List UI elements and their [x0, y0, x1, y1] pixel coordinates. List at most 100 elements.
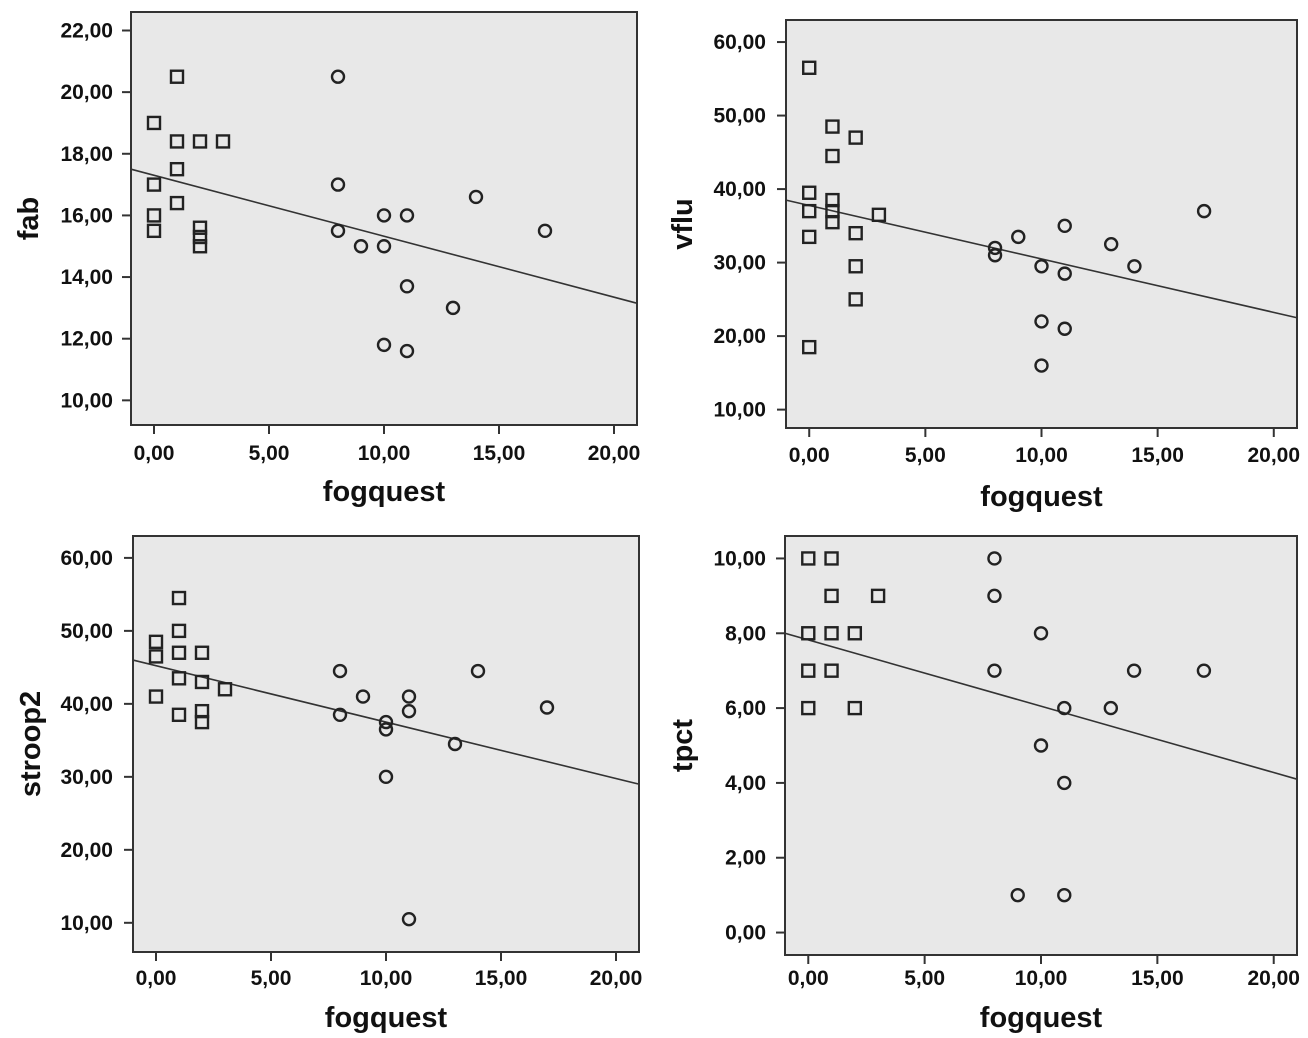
data-point-circle: [537, 223, 553, 239]
x-tick-label: 0,00: [136, 967, 177, 990]
data-point-circle: [1033, 626, 1049, 641]
data-point-square: [801, 663, 816, 678]
data-point-square: [824, 663, 839, 678]
y-tick-label: 2,00: [725, 847, 766, 870]
y-tick-label: 8,00: [725, 622, 766, 645]
data-point-square: [848, 292, 863, 307]
data-point-square: [194, 645, 210, 660]
y-axis-title: tpct: [667, 719, 699, 773]
x-tick-label: 0,00: [134, 442, 175, 465]
x-tick-label: 20,00: [588, 442, 641, 465]
y-tick-label: 4,00: [725, 772, 766, 795]
data-point-circle: [399, 208, 415, 223]
x-axis-title: fogquest: [980, 1002, 1103, 1034]
regression-line: [132, 659, 640, 785]
data-point-square: [192, 229, 208, 245]
data-point-square: [825, 148, 840, 164]
y-tick-label: 60,00: [713, 31, 766, 54]
data-point-square: [171, 707, 187, 723]
data-point-circle: [1011, 229, 1026, 245]
data-point-circle: [330, 69, 346, 84]
data-point-square: [192, 134, 208, 149]
data-point-circle: [353, 239, 369, 254]
x-tick-label: 10,00: [360, 967, 413, 990]
y-tick-label: 10,00: [60, 389, 113, 412]
data-point-square: [825, 119, 840, 134]
x-tick-label: 10,00: [1015, 444, 1068, 467]
data-point-square: [801, 626, 816, 641]
data-point-circle: [332, 663, 348, 679]
data-point-square: [848, 225, 863, 241]
data-point-circle: [539, 700, 555, 715]
y-tick-label: 50,00: [60, 620, 113, 643]
data-point-circle: [332, 707, 348, 723]
y-tick-label: 30,00: [713, 252, 766, 275]
data-point-circle: [447, 736, 463, 752]
data-point-circle: [987, 551, 1002, 566]
y-tick-label: 18,00: [60, 143, 113, 166]
data-point-circle: [401, 911, 417, 927]
data-point-square: [825, 214, 840, 230]
data-point-circle: [987, 240, 1003, 256]
data-point-circle: [1057, 887, 1072, 903]
data-point-square: [148, 689, 164, 704]
data-point-square: [171, 623, 187, 639]
scatter-panel-tpct: 0,00 2,00 4,00 6,00 8,00 10,00 0,00 5,00 10,00 15…: [667, 535, 1300, 1034]
y-tick-label: 14,00: [60, 266, 113, 289]
data-point-circle: [1196, 203, 1212, 219]
data-point-circle: [355, 689, 371, 704]
data-point-square: [848, 130, 863, 145]
data-point-circle: [399, 343, 415, 359]
data-point-circle: [1057, 218, 1072, 234]
data-point-circle: [1196, 663, 1212, 678]
data-point-square: [146, 223, 162, 239]
data-point-square: [801, 551, 816, 566]
x-tick-label: 15,00: [1131, 967, 1184, 990]
data-point-circle: [1034, 314, 1049, 329]
x-tick-label: 20,00: [590, 967, 643, 990]
data-point-circle: [401, 689, 417, 704]
x-tick-label: 5,00: [249, 442, 290, 465]
x-axis-title: fogquest: [980, 481, 1103, 513]
data-point-square: [801, 700, 816, 716]
data-point-circle: [401, 703, 417, 719]
data-point-square: [802, 185, 817, 200]
x-tick-label: 15,00: [475, 967, 528, 990]
x-tick-label: 10,00: [358, 442, 411, 465]
data-point-circle: [1057, 700, 1072, 716]
y-tick-label: 10,00: [60, 912, 113, 935]
data-point-circle: [1057, 775, 1072, 791]
data-point-square: [169, 195, 185, 211]
data-point-circle: [987, 248, 1003, 263]
data-point-square: [146, 177, 162, 192]
data-point-circle: [1126, 663, 1142, 678]
x-tick-label: 5,00: [904, 967, 945, 990]
data-point-square: [802, 203, 817, 219]
data-point-square: [192, 220, 208, 235]
data-point-circle: [1034, 358, 1049, 373]
data-point-square: [192, 239, 208, 254]
scatter-panel-vflu: 10,00 20,00 30,00 40,00 50,00 60,00 0,00 5,00 10…: [667, 19, 1300, 513]
data-point-circle: [987, 663, 1002, 678]
y-tick-label: 20,00: [60, 839, 113, 862]
data-point-circle: [399, 279, 415, 294]
y-axis-title: fab: [13, 197, 45, 241]
data-point-circle: [1127, 259, 1142, 274]
data-point-circle: [1103, 700, 1119, 716]
y-axis-title: stroop2: [15, 691, 47, 797]
regression-line: [784, 632, 1298, 780]
data-point-square: [171, 590, 187, 606]
data-point-square: [824, 551, 839, 566]
data-point-square: [194, 714, 210, 730]
data-point-square: [194, 674, 210, 690]
data-point-circle: [378, 722, 394, 737]
data-point-square: [169, 69, 185, 84]
x-tick-label: 0,00: [789, 444, 830, 467]
data-point-square: [169, 134, 185, 149]
x-tick-label: 20,00: [1247, 967, 1300, 990]
data-point-square: [171, 645, 187, 660]
data-point-circle: [445, 300, 461, 316]
data-point-square: [848, 259, 863, 274]
x-tick-label: 15,00: [473, 442, 526, 465]
